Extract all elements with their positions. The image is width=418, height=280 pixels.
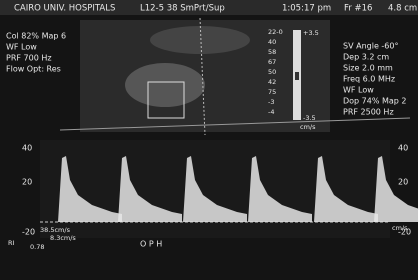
vessel: O P H xyxy=(140,240,162,249)
color-setting: WF Low xyxy=(6,43,37,52)
frame: Fr #16 xyxy=(344,4,372,14)
doppler-setting: SV Angle -60° xyxy=(343,42,398,51)
ultrasound-screen: CAIRO UNIV. HOSPITALS L12-5 38 SmPrt/Sup… xyxy=(0,0,418,280)
color-bar-unit: cm/s xyxy=(300,123,316,131)
color-scale-label: 42 xyxy=(268,78,276,86)
color-setting: PRF 700 Hz xyxy=(6,54,52,63)
right-tick: 40 xyxy=(398,144,408,153)
color-scale-label: -4 xyxy=(268,108,274,116)
spectrum-unit: cm/s xyxy=(392,224,408,232)
color-setting: Flow Opt: Res xyxy=(6,65,61,74)
color-scale-label: 58 xyxy=(268,48,276,56)
edv: 8.3cm/s xyxy=(50,234,76,242)
site: CAIRO UNIV. HOSPITALS xyxy=(14,4,115,14)
left-tick: -20 xyxy=(22,228,35,237)
depth: 4.8 cm xyxy=(388,4,417,14)
color-scale-label: 22-0 xyxy=(268,28,283,36)
doppler-setting: Size 2.0 mm xyxy=(343,64,393,73)
page: CAIRO UNIV. HOSPITALS L12-5 38 SmPrt/Sup… xyxy=(0,0,418,280)
color-bar-top: +3.5 xyxy=(303,29,319,37)
right-tick: 20 xyxy=(398,178,408,187)
tissue xyxy=(150,26,250,54)
doppler-setting: Freq 6.0 MHz xyxy=(343,75,395,84)
left-tick: 40 xyxy=(22,144,32,153)
ri-label: RI xyxy=(8,239,15,247)
color-scale-label: 50 xyxy=(268,68,276,76)
left-tick: 20 xyxy=(22,178,32,187)
doppler-setting: PRF 2500 Hz xyxy=(343,108,394,117)
doppler-setting: WF Low xyxy=(343,86,374,95)
color-scale-label: 75 xyxy=(268,88,276,96)
color-scale-label: -3 xyxy=(268,98,274,106)
tissue xyxy=(125,63,205,107)
color-bar-mid xyxy=(295,72,299,80)
ri-value: 0.78 xyxy=(30,243,44,251)
color-bar-bottom: -3.5 xyxy=(303,114,316,122)
doppler-setting: Dep 3.2 cm xyxy=(343,53,389,62)
doppler-setting: Dop 74% Map 2 xyxy=(343,97,407,106)
spectral-area xyxy=(40,140,390,238)
probe: L12-5 38 SmPrt/Sup xyxy=(140,4,225,14)
psv: 38.5cm/s xyxy=(40,226,71,234)
time: 1:05:17 pm xyxy=(282,4,331,14)
color-scale-label: 67 xyxy=(268,58,276,66)
color-scale-label: 40 xyxy=(268,38,276,46)
color-setting: Col 82% Map 6 xyxy=(6,32,66,41)
